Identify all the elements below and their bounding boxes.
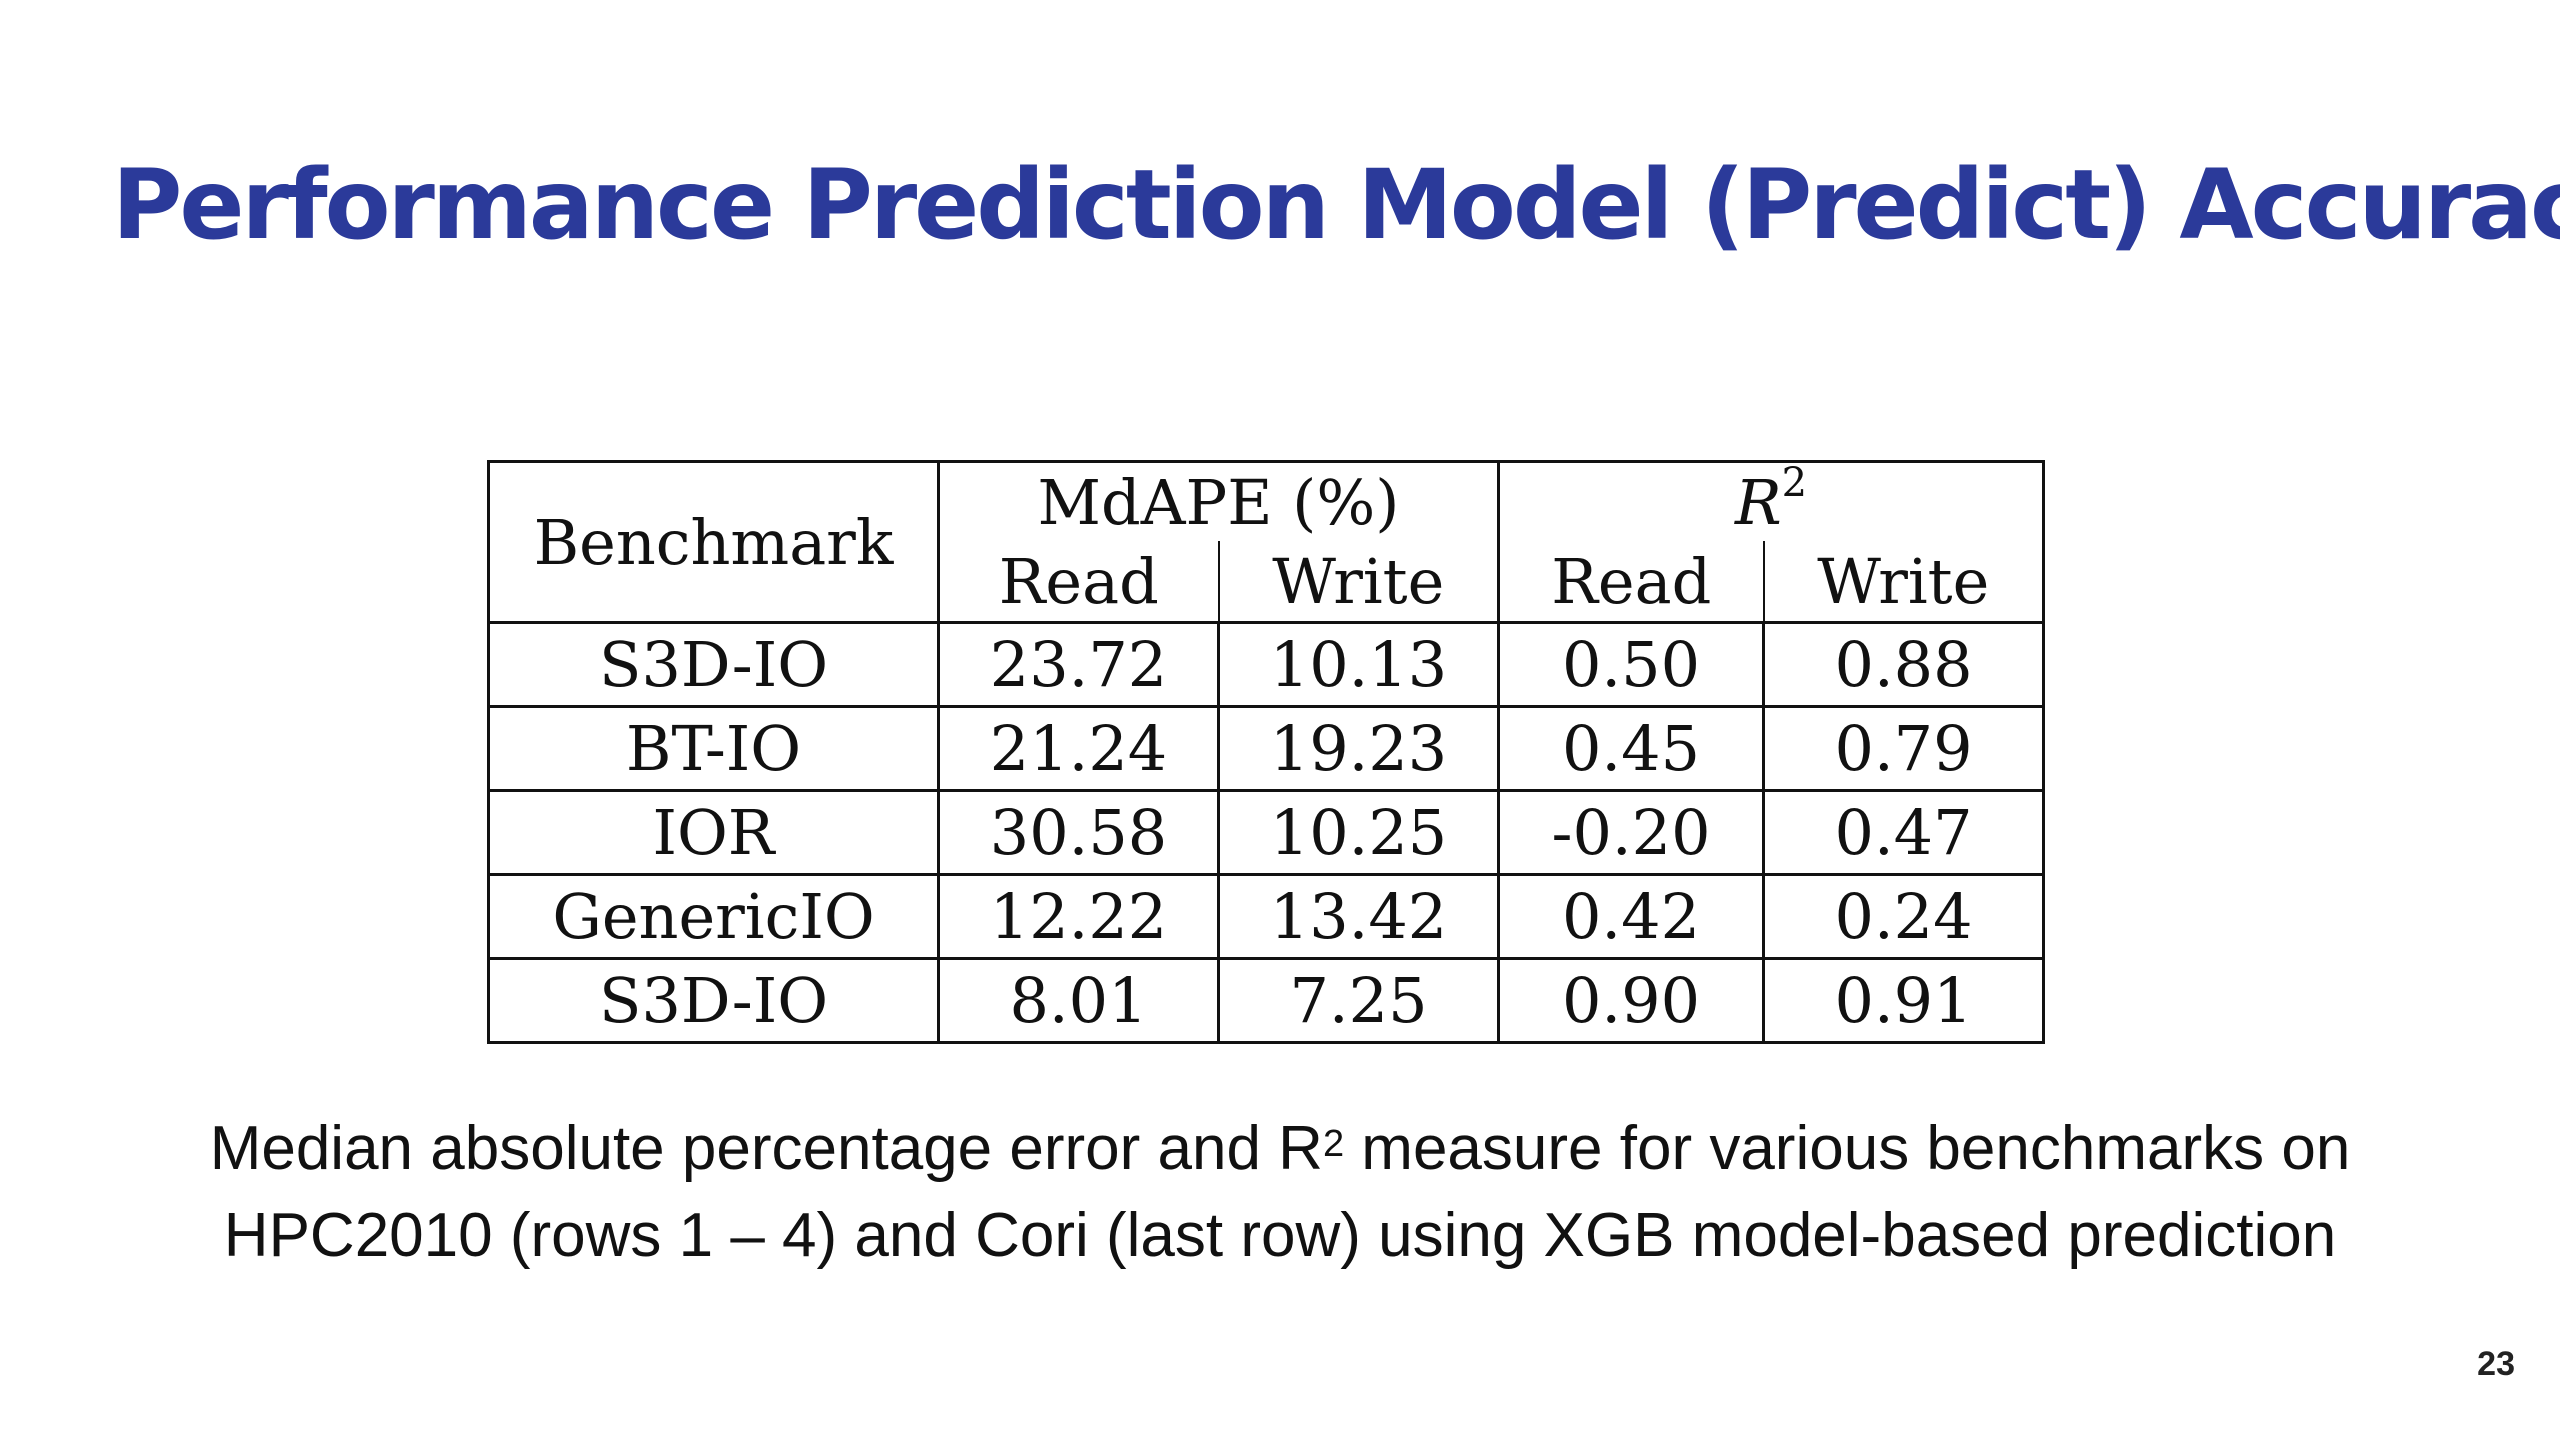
benchmark-header: Benchmark xyxy=(533,505,894,579)
mdape-read-cell: 21.24 xyxy=(937,705,1219,791)
results-table-container: Benchmark MdAPE (%) R2 Read Write Read W… xyxy=(487,460,2046,1044)
caption-line2: HPC2010 (rows 1 – 4) and Cori (last row)… xyxy=(223,1201,2337,1270)
benchmark-cell: S3D-IO xyxy=(488,957,939,1043)
benchmark-cell: GenericIO xyxy=(488,873,939,959)
table-header-row: Benchmark MdAPE (%) R2 xyxy=(489,459,2044,579)
r2-write-cell: 0.24 xyxy=(1762,873,2044,959)
mdape-read-cell: 30.58 xyxy=(937,789,1219,875)
caption-exponent: 2 xyxy=(1322,1123,1345,1165)
benchmark-cell: IOR xyxy=(488,789,939,875)
table-row: IOR 30.58 10.25 -0.20 0.47 xyxy=(488,789,2044,875)
r2-read-header: Read xyxy=(1497,541,1764,623)
r2-exponent: 2 xyxy=(1781,459,1808,506)
table-row: S3D-IO 23.72 10.13 0.50 0.88 xyxy=(488,621,2044,707)
mdape-write-cell: 19.23 xyxy=(1216,705,1499,791)
r2-write-cell: 0.47 xyxy=(1762,789,2044,875)
mdape-write-cell: 7.25 xyxy=(1216,957,1499,1043)
table-row: S3D-IO 8.01 7.25 0.90 0.91 xyxy=(488,957,2044,1043)
mdape-read-cell: 8.01 xyxy=(937,957,1219,1043)
r2-read-cell: 0.45 xyxy=(1497,705,1764,791)
mdape-write-cell: 13.42 xyxy=(1216,873,1499,959)
mdape-read-cell: 12.22 xyxy=(937,873,1219,959)
table-caption: Median absolute percentage error and R2 … xyxy=(80,1105,2480,1279)
r2-write-header: Write xyxy=(1762,541,2044,623)
r2-header: R2 xyxy=(1497,459,2044,541)
mdape-header: MdAPE (%) xyxy=(936,461,1499,541)
mdape-write-header: Write xyxy=(1217,541,1499,623)
r2-read-cell: 0.50 xyxy=(1497,621,1764,707)
table-row: GenericIO 12.22 13.42 0.42 0.24 xyxy=(488,873,2044,959)
table-subheader-row: Read Write Read Write xyxy=(489,541,2044,623)
mdape-write-cell: 10.25 xyxy=(1216,789,1499,875)
benchmark-cell: S3D-IO xyxy=(488,621,939,707)
page-number: 23 xyxy=(2477,1345,2515,1383)
mdape-read-header: Read xyxy=(937,541,1219,623)
r2-letter: R xyxy=(1734,465,1782,539)
slide-title: Performance Prediction Model (Predict) A… xyxy=(112,149,2560,261)
r2-write-cell: 0.79 xyxy=(1762,705,2044,791)
r2-read-cell: 0.42 xyxy=(1497,873,1764,959)
benchmark-cell: BT-IO xyxy=(488,705,939,791)
mdape-write-cell: 10.13 xyxy=(1216,621,1499,707)
r2-read-cell: 0.90 xyxy=(1497,957,1764,1043)
results-table: Benchmark MdAPE (%) R2 Read Write Read W… xyxy=(487,459,2046,1044)
r2-write-cell: 0.91 xyxy=(1762,957,2044,1043)
caption-line1-after: measure for various benchmarks on xyxy=(1344,1114,2351,1183)
table-row: BT-IO 21.24 19.23 0.45 0.79 xyxy=(488,705,2044,791)
caption-line1-before: Median absolute percentage error and R xyxy=(209,1114,1323,1183)
r2-write-cell: 0.88 xyxy=(1762,621,2044,707)
r2-read-cell: -0.20 xyxy=(1497,789,1764,875)
mdape-read-cell: 23.72 xyxy=(937,621,1219,707)
